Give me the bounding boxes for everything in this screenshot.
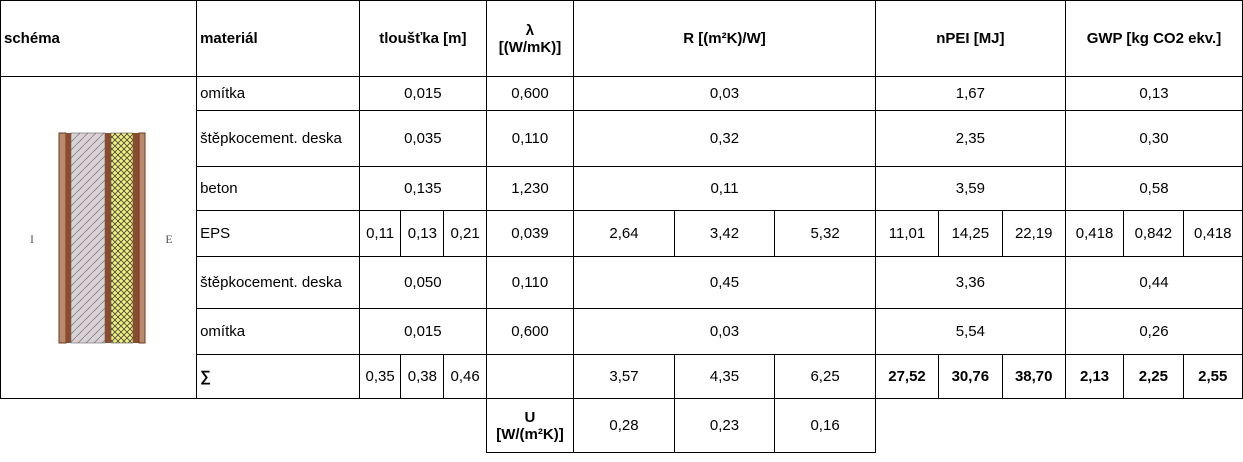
- schema-cell: I E: [1, 77, 197, 399]
- sum-lambda-empty: [486, 355, 573, 399]
- sum-npei: 27,52: [875, 355, 938, 399]
- material: štěpkocement. deska: [197, 257, 360, 309]
- header-cell: R [(m²K)/W]: [574, 1, 876, 77]
- thickness: 0,13: [401, 211, 444, 257]
- lambda: 0,600: [486, 309, 573, 355]
- material: omítka: [197, 309, 360, 355]
- sum-npei: 38,70: [1002, 355, 1065, 399]
- npei: 1,67: [875, 77, 1065, 111]
- r-value: 3,42: [674, 211, 775, 257]
- interior-label: I: [30, 232, 34, 246]
- npei: 3,59: [875, 167, 1065, 211]
- lambda: 0,039: [486, 211, 573, 257]
- lambda: 0,600: [486, 77, 573, 111]
- sum-npei: 30,76: [939, 355, 1002, 399]
- header-cell: materiál: [197, 1, 360, 77]
- npei: 14,25: [939, 211, 1002, 257]
- gwp: 0,13: [1065, 77, 1242, 111]
- npei: 3,36: [875, 257, 1065, 309]
- thickness: 0,21: [444, 211, 486, 257]
- thickness: 0,015: [360, 77, 487, 111]
- npei: 5,54: [875, 309, 1065, 355]
- sum-thickness: 0,35: [360, 355, 401, 399]
- sum-gwp: 2,25: [1124, 355, 1183, 399]
- layer-table: schémamateriáltloušťka [m]λ[(W/mK)]R [(m…: [0, 0, 1243, 453]
- gwp: 0,418: [1065, 211, 1123, 257]
- npei: 11,01: [875, 211, 938, 257]
- r-value: 2,64: [574, 211, 675, 257]
- u-text: [W/(m²K)]: [490, 426, 570, 443]
- sum-symbol: ∑: [197, 355, 360, 399]
- npei: 22,19: [1002, 211, 1065, 257]
- sum-r: 6,25: [775, 355, 876, 399]
- header-text: λ: [490, 22, 570, 39]
- header-text: [(W/mK)]: [490, 39, 570, 56]
- header-cell: λ[(W/mK)]: [486, 1, 573, 77]
- header-cell: tloušťka [m]: [360, 1, 487, 77]
- page: schémamateriáltloušťka [m]λ[(W/mK)]R [(m…: [0, 0, 1243, 462]
- material: omítka: [197, 77, 360, 111]
- sum-gwp: 2,55: [1183, 355, 1242, 399]
- r-value: 0,03: [574, 309, 876, 355]
- thickness: 0,035: [360, 111, 487, 167]
- lambda: 1,230: [486, 167, 573, 211]
- u-value: 0,23: [674, 399, 775, 453]
- thickness: 0,050: [360, 257, 487, 309]
- wall-schema: I E: [4, 113, 194, 363]
- gwp: 0,26: [1065, 309, 1242, 355]
- npei: 2,35: [875, 111, 1065, 167]
- header-cell: nPEI [MJ]: [875, 1, 1065, 77]
- gwp: 0,842: [1124, 211, 1183, 257]
- u-text: U: [490, 409, 570, 426]
- u-label: U[W/(m²K)]: [486, 399, 573, 453]
- lambda: 0,110: [486, 111, 573, 167]
- gwp: 0,44: [1065, 257, 1242, 309]
- sum-gwp: 2,13: [1065, 355, 1123, 399]
- u-value: 0,28: [574, 399, 675, 453]
- header-cell: GWP [kg CO2 ekv.]: [1065, 1, 1242, 77]
- r-value: 0,45: [574, 257, 876, 309]
- material: beton: [197, 167, 360, 211]
- blank: [1, 399, 487, 453]
- thickness: 0,135: [360, 167, 487, 211]
- r-value: 5,32: [775, 211, 876, 257]
- header-cell: schéma: [1, 1, 197, 77]
- lambda: 0,110: [486, 257, 573, 309]
- sum-r: 3,57: [574, 355, 675, 399]
- gwp: 0,418: [1183, 211, 1242, 257]
- u-value: 0,16: [775, 399, 876, 453]
- gwp: 0,30: [1065, 111, 1242, 167]
- exterior-label: E: [165, 232, 172, 246]
- r-value: 0,32: [574, 111, 876, 167]
- sum-thickness: 0,38: [401, 355, 444, 399]
- thickness: 0,11: [360, 211, 401, 257]
- r-value: 0,03: [574, 77, 876, 111]
- thickness: 0,015: [360, 309, 487, 355]
- r-value: 0,11: [574, 167, 876, 211]
- sum-thickness: 0,46: [444, 355, 486, 399]
- blank: [875, 399, 1242, 453]
- gwp: 0,58: [1065, 167, 1242, 211]
- sum-r: 4,35: [674, 355, 775, 399]
- material: EPS: [197, 211, 360, 257]
- material: štěpkocement. deska: [197, 111, 360, 167]
